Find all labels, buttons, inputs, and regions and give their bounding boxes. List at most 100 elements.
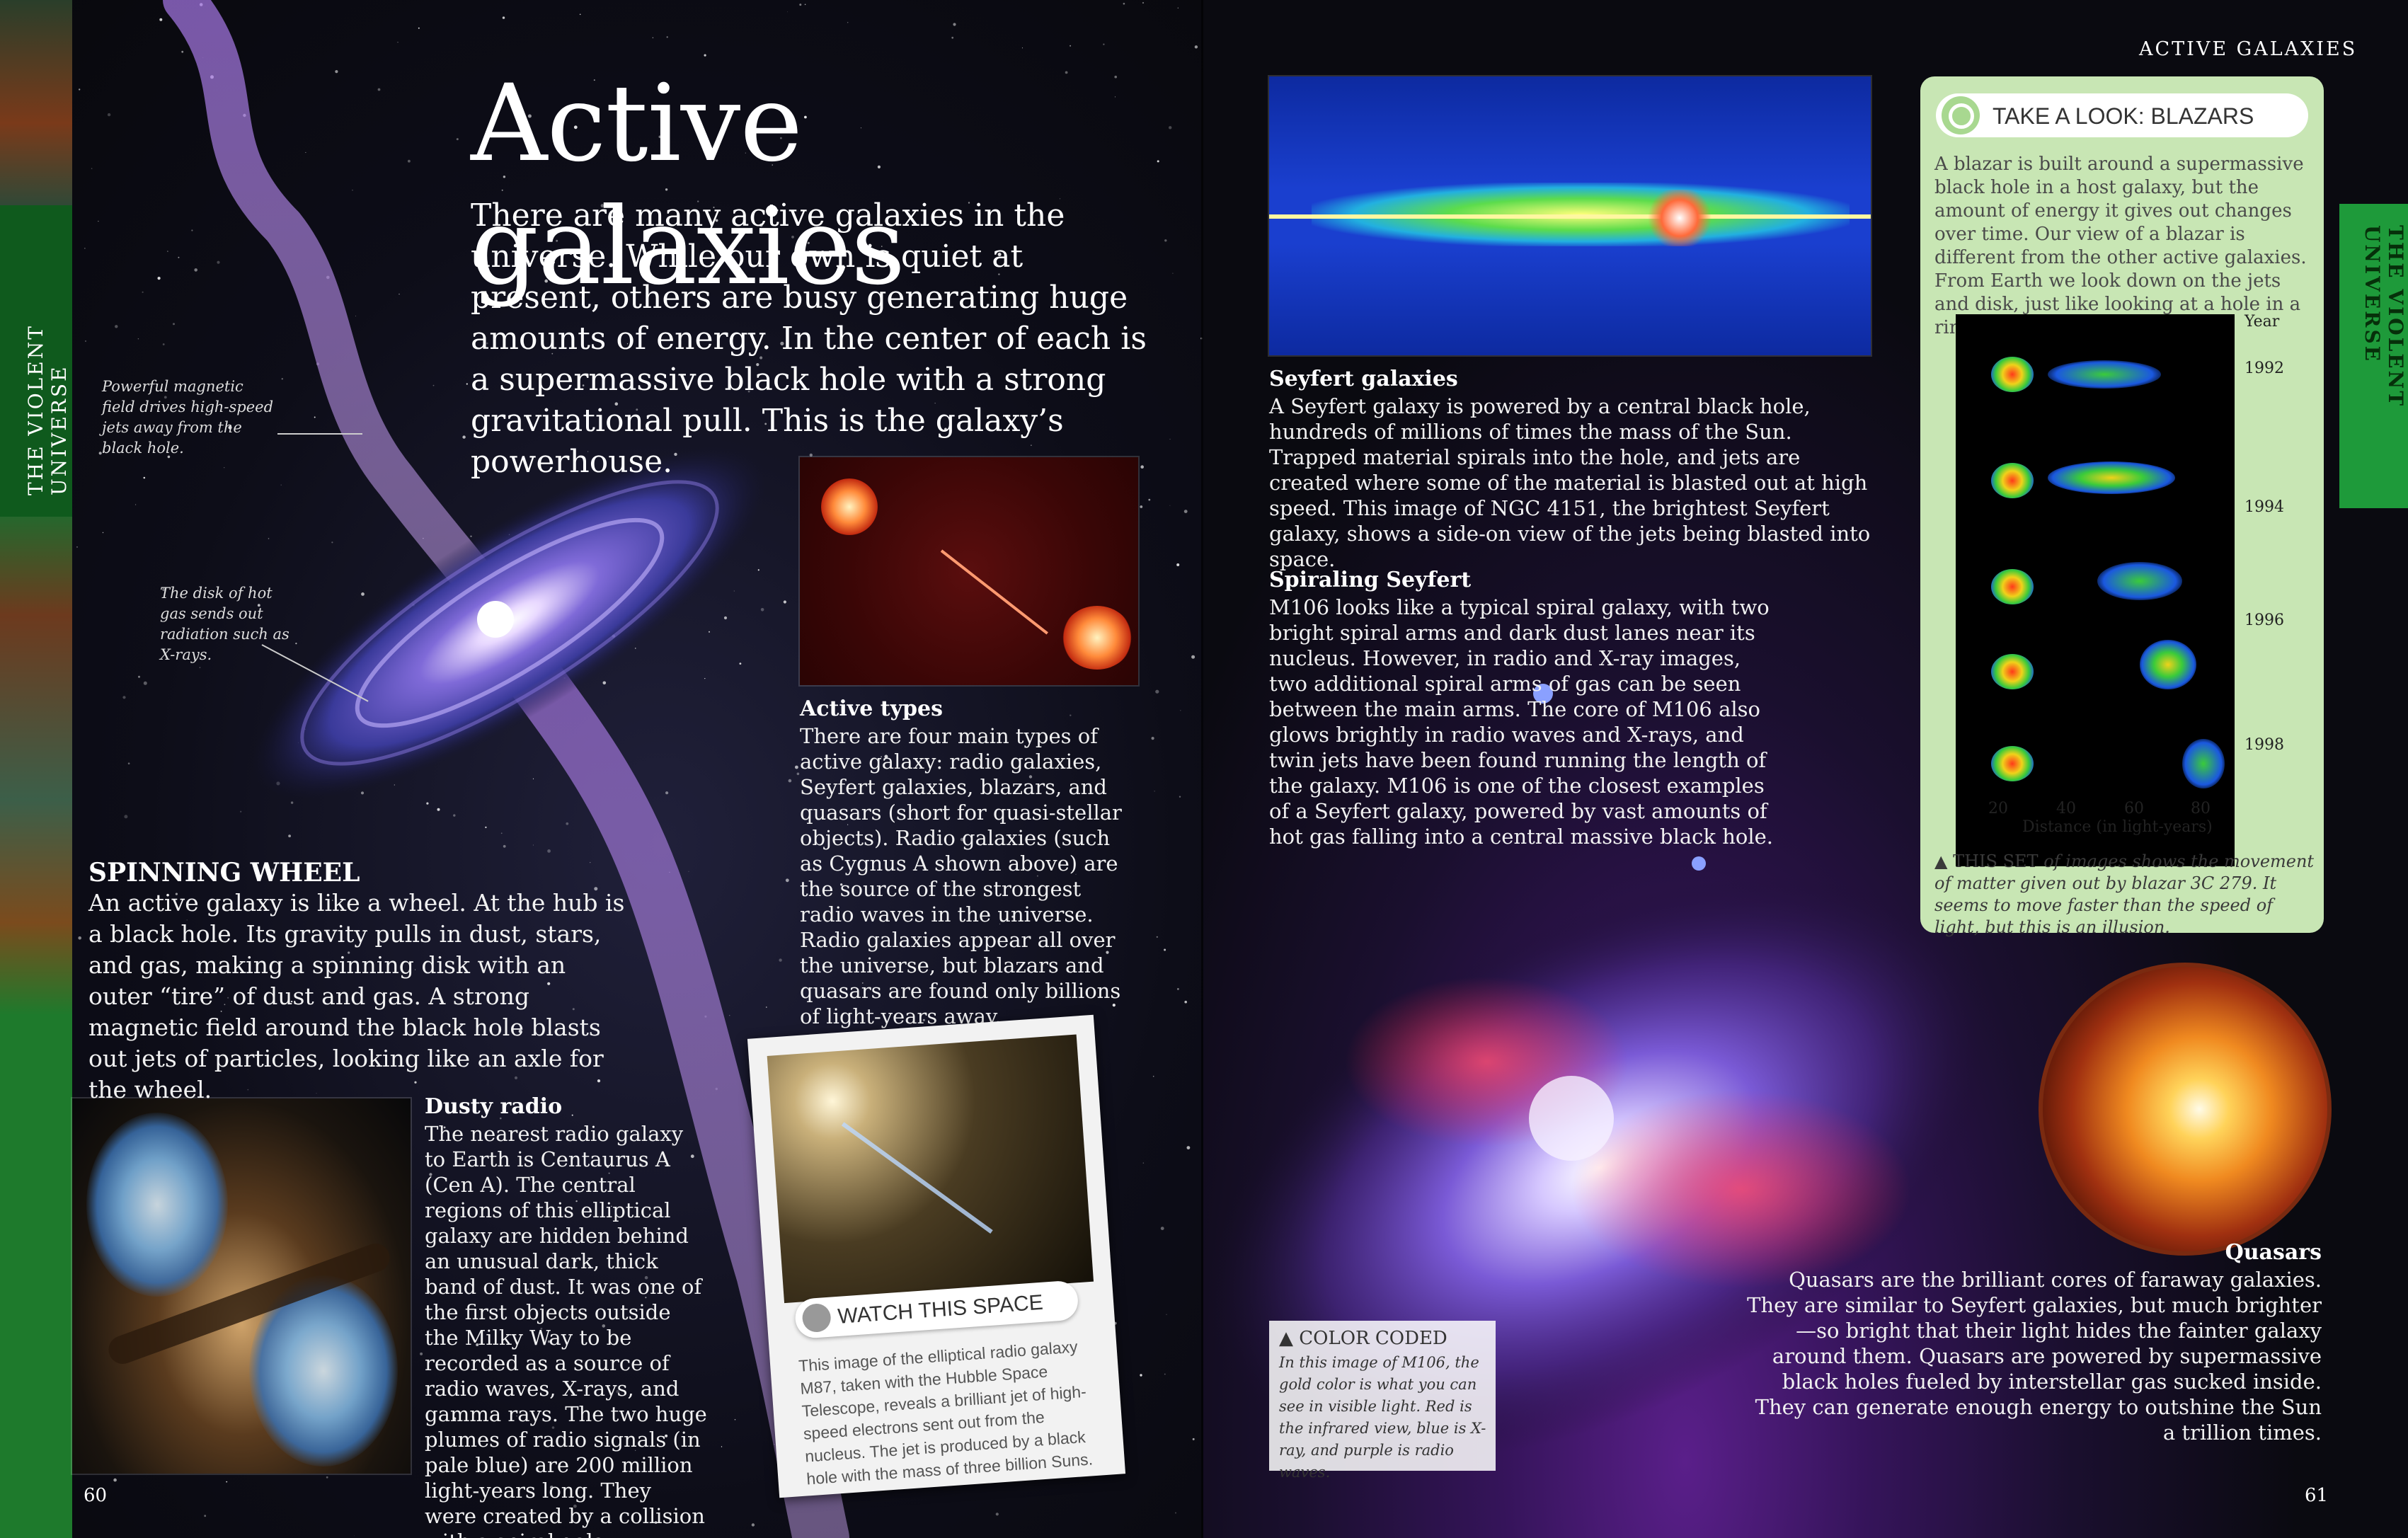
blazars-heading: TAKE A LOOK: BLAZARS (1993, 103, 2254, 129)
label-disk: The disk of hot gas sends out radiation … (160, 585, 289, 663)
star (204, 1515, 207, 1517)
star (573, 1504, 577, 1508)
star (734, 1418, 736, 1421)
star (1142, 1, 1145, 4)
star (135, 504, 137, 505)
star (437, 808, 440, 811)
star (194, 268, 198, 272)
color-coded-label: ▲ COLOR CODED (1279, 1328, 1447, 1349)
m87-photo (767, 1034, 1094, 1304)
star (644, 1275, 648, 1280)
star (1103, 43, 1105, 45)
star (331, 541, 333, 544)
active-types-text: There are four main types of active gala… (800, 724, 1122, 1028)
star (602, 1324, 606, 1328)
star (1169, 438, 1171, 440)
star (606, 1165, 609, 1169)
star (1050, 741, 1054, 745)
star (547, 1340, 551, 1343)
star (453, 1417, 457, 1421)
star (551, 1426, 555, 1429)
star (502, 16, 505, 19)
star (1179, 796, 1181, 798)
star (582, 384, 585, 386)
star (809, 453, 813, 457)
star (271, 868, 275, 871)
star (787, 11, 788, 13)
star (514, 1076, 518, 1079)
star (739, 662, 742, 665)
star (1075, 873, 1077, 875)
star (572, 1008, 575, 1011)
m106-galaxy-image (1208, 684, 1992, 1459)
star (173, 323, 175, 326)
star (1186, 1146, 1191, 1149)
star (1164, 239, 1167, 242)
dusty-radio-text: The nearest radio galaxy to Earth is Cen… (425, 1122, 707, 1538)
star (922, 1018, 925, 1021)
quasars-heading: Quasars (2225, 1240, 2322, 1265)
star (247, 1089, 249, 1091)
star (780, 137, 782, 139)
star (124, 815, 128, 819)
star (558, 385, 561, 389)
spinning-wheel-heading: SPINNING WHEEL (88, 858, 360, 888)
year-1994: 1994 (2244, 498, 2284, 516)
star (645, 1297, 647, 1299)
watch-this-space-label: WATCH THIS SPACE (837, 1290, 1044, 1328)
intro-paragraph: There are many active galaxies in the un… (471, 197, 1147, 480)
star (654, 1521, 658, 1524)
star (804, 4, 806, 6)
star (1114, 75, 1117, 79)
star (783, 600, 786, 604)
page-number-right: 61 (2305, 1485, 2329, 1506)
star (665, 791, 669, 795)
star (181, 50, 184, 53)
star (709, 631, 710, 633)
star (721, 1446, 723, 1447)
star (268, 538, 270, 539)
star (690, 1154, 694, 1159)
blazar-sequence-panel (1956, 314, 2235, 866)
blazars-sidebar: TAKE A LOOK: BLAZARS A blazar is built a… (1920, 76, 2324, 937)
star (476, 1343, 479, 1346)
star (79, 88, 81, 91)
left-page: THE VIOLENT UNIVERSE Active galaxies The… (0, 0, 1203, 1538)
star (115, 325, 118, 328)
star (162, 587, 166, 592)
star (582, 159, 584, 161)
star (796, 772, 800, 776)
star (944, 427, 947, 431)
star (361, 791, 364, 795)
watch-this-space-card: WATCH THIS SPACE This image of the ellip… (747, 1014, 1126, 1498)
seyfert-heading: Seyfert galaxies (1269, 367, 1458, 391)
star (747, 390, 750, 393)
star (666, 36, 668, 38)
star (113, 1478, 117, 1482)
star (790, 116, 793, 119)
star (766, 1006, 767, 1008)
star (713, 207, 715, 208)
star (550, 1486, 554, 1489)
star (432, 384, 435, 386)
star (881, 756, 882, 758)
star (326, 1476, 328, 1479)
star (1183, 510, 1188, 513)
star (1090, 302, 1094, 306)
star (76, 546, 78, 548)
star (941, 389, 943, 391)
star (394, 784, 395, 786)
distance-tick-40: 40 (2056, 800, 2076, 817)
star (544, 279, 548, 283)
star (1166, 1314, 1167, 1315)
star (462, 435, 466, 439)
star (527, 1288, 529, 1291)
star (1070, 45, 1072, 47)
star (191, 229, 193, 231)
star (1036, 875, 1038, 877)
star (665, 1434, 668, 1437)
star (1021, 47, 1023, 49)
star (227, 997, 229, 999)
star (1192, 1437, 1195, 1440)
side-tab-right: THE VIOLENT UNIVERSE (2339, 204, 2408, 508)
